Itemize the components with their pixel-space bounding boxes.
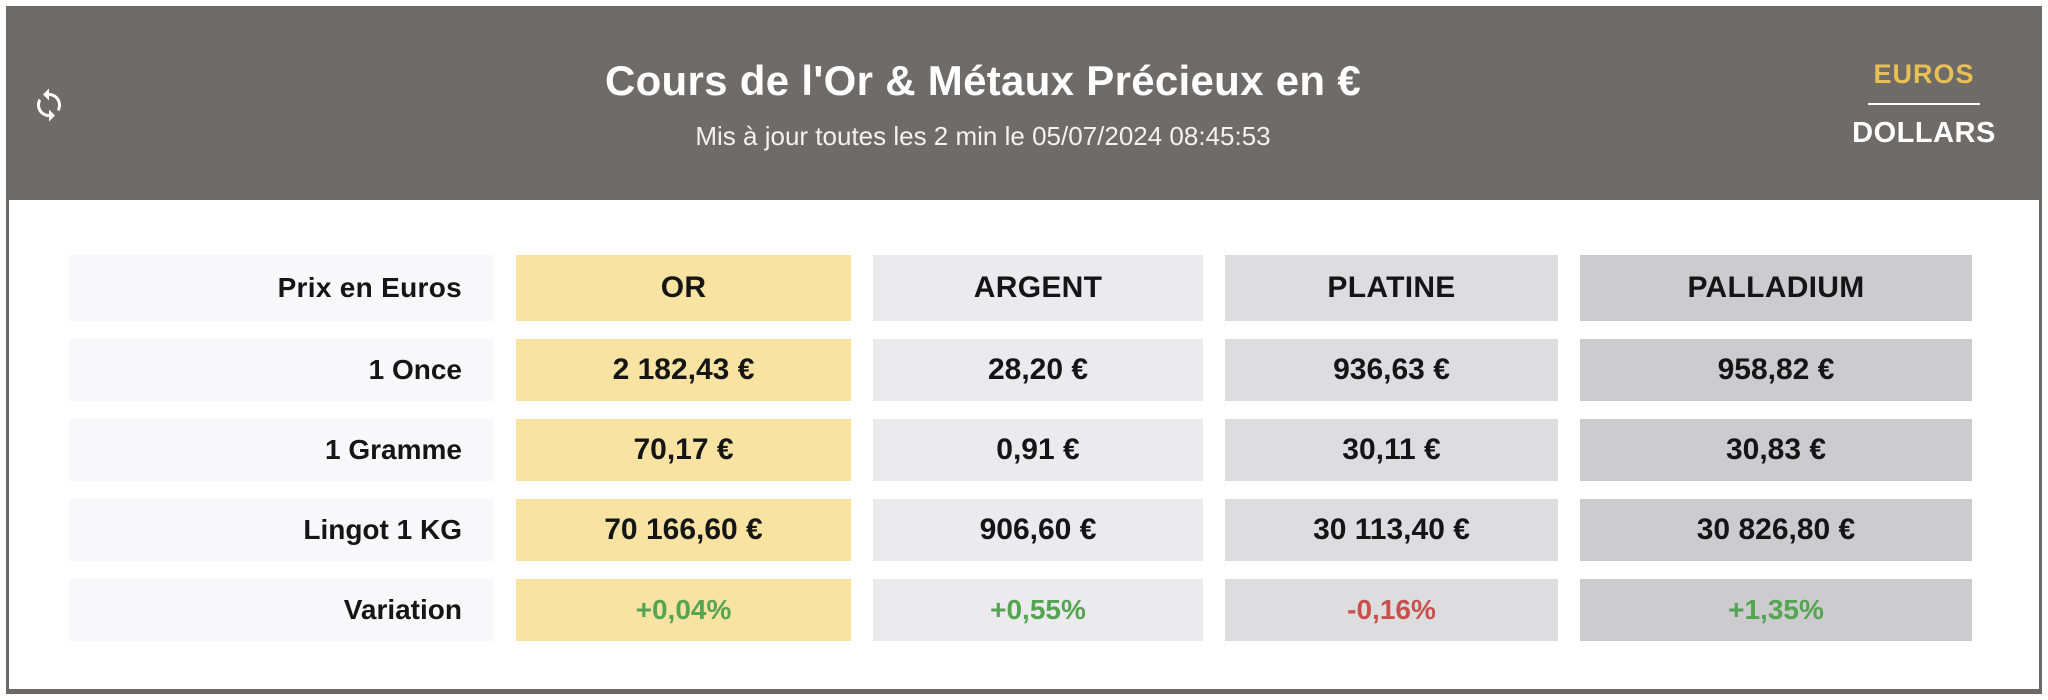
price-cell-platine-once: 936,63 € (1225, 339, 1558, 401)
column-header-argent: ARGENT (873, 255, 1203, 321)
column-header-or: OR (516, 255, 851, 321)
row-label-once: 1 Once (69, 339, 494, 401)
price-cell-palladium-once: 958,82 € (1580, 339, 1972, 401)
price-cell-argent-gramme: 0,91 € (873, 419, 1203, 481)
price-cell-argent-lingot: 906,60 € (873, 499, 1203, 561)
currency-toggle: EUROS DOLLARS (1844, 59, 2039, 150)
variation-cell-palladium: +1,35% (1580, 579, 1972, 641)
variation-cell-platine: -0,16% (1225, 579, 1558, 641)
price-cell-or-gramme: 70,17 € (516, 419, 851, 481)
price-cell-or-once: 2 182,43 € (516, 339, 851, 401)
column-header-platine: PLATINE (1225, 255, 1558, 321)
price-cell-palladium-gramme: 30,83 € (1580, 419, 1972, 481)
price-cell-argent-once: 28,20 € (873, 339, 1203, 401)
currency-option-euros[interactable]: EUROS (1873, 59, 1975, 89)
price-table: Prix en Euros OR ARGENT PLATINE PALLADIU… (9, 200, 2039, 641)
refresh-button[interactable] (9, 87, 122, 123)
price-cell-or-lingot: 70 166,60 € (516, 499, 851, 561)
price-cell-platine-lingot: 30 113,40 € (1225, 499, 1558, 561)
price-grid: Prix en Euros OR ARGENT PLATINE PALLADIU… (69, 255, 1979, 641)
page-title: Cours de l'Or & Métaux Précieux en € (604, 57, 1362, 104)
currency-option-dollars[interactable]: DOLLARS (1852, 117, 1996, 149)
last-updated-text: Mis à jour toutes les 2 min le 05/07/202… (695, 121, 1271, 151)
row-label-variation: Variation (69, 579, 494, 641)
row-label-gramme: 1 Gramme (69, 419, 494, 481)
header-titles: Cours de l'Or & Métaux Précieux en € Mis… (122, 57, 1844, 152)
table-corner-label: Prix en Euros (69, 255, 494, 321)
widget-header: Cours de l'Or & Métaux Précieux en € Mis… (9, 9, 2039, 200)
variation-cell-or: +0,04% (516, 579, 851, 641)
variation-cell-argent: +0,55% (873, 579, 1203, 641)
price-cell-platine-gramme: 30,11 € (1225, 419, 1558, 481)
price-cell-palladium-lingot: 30 826,80 € (1580, 499, 1972, 561)
refresh-icon (37, 88, 61, 121)
gold-price-widget: Cours de l'Or & Métaux Précieux en € Mis… (6, 6, 2042, 694)
currency-toggle-divider (1868, 103, 1980, 105)
column-header-palladium: PALLADIUM (1580, 255, 1972, 321)
row-label-lingot: Lingot 1 KG (69, 499, 494, 561)
